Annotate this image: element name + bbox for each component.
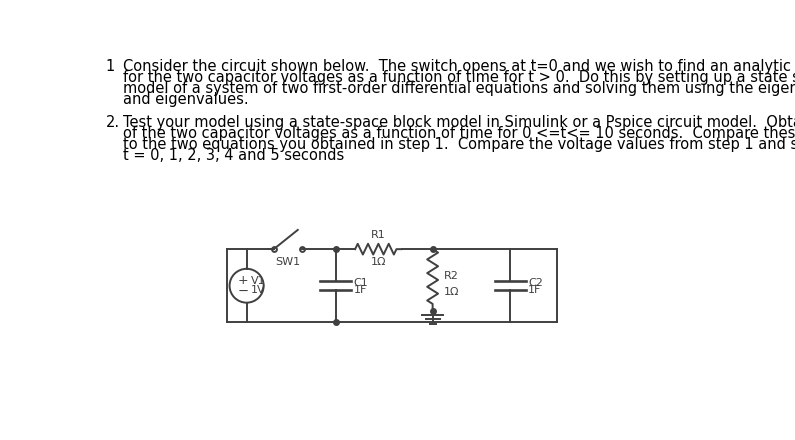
Text: C2: C2 (528, 278, 543, 288)
Text: Consider the circuit shown below.  The switch opens at t=0 and we wish to find a: Consider the circuit shown below. The sw… (122, 59, 795, 74)
Text: 1Ω: 1Ω (370, 257, 386, 267)
Text: to the two equations you obtained in step 1.  Compare the voltage values from st: to the two equations you obtained in ste… (122, 137, 795, 152)
Text: 1: 1 (106, 59, 114, 74)
Text: 2.: 2. (106, 115, 120, 130)
Text: 1V: 1V (251, 286, 266, 295)
Text: 1Ω: 1Ω (444, 287, 459, 297)
Text: t = 0, 1, 2, 3, 4 and 5 seconds: t = 0, 1, 2, 3, 4 and 5 seconds (122, 148, 344, 163)
Text: Test your model using a state-space block model in Simulink or a Pspice circuit : Test your model using a state-space bloc… (122, 115, 795, 130)
Text: model of a system of two first-order differential equations and solving them usi: model of a system of two first-order dif… (122, 81, 795, 96)
Text: SW1: SW1 (276, 257, 301, 267)
Text: R1: R1 (371, 230, 386, 240)
Text: of the two capacitor voltages as a function of time for 0 <=t<= 10 seconds.  Com: of the two capacitor voltages as a funct… (122, 126, 795, 141)
Text: 1F: 1F (354, 286, 367, 295)
Text: +: + (238, 274, 248, 287)
Text: and eigenvalues.: and eigenvalues. (122, 92, 248, 107)
Text: 1F: 1F (528, 286, 541, 295)
Text: −: − (237, 285, 248, 297)
Text: for the two capacitor voltages as a function of time for t > 0.  Do this by sett: for the two capacitor voltages as a func… (122, 70, 795, 85)
Text: V1: V1 (251, 276, 266, 286)
Text: C1: C1 (354, 278, 368, 288)
Text: R2: R2 (444, 271, 459, 282)
